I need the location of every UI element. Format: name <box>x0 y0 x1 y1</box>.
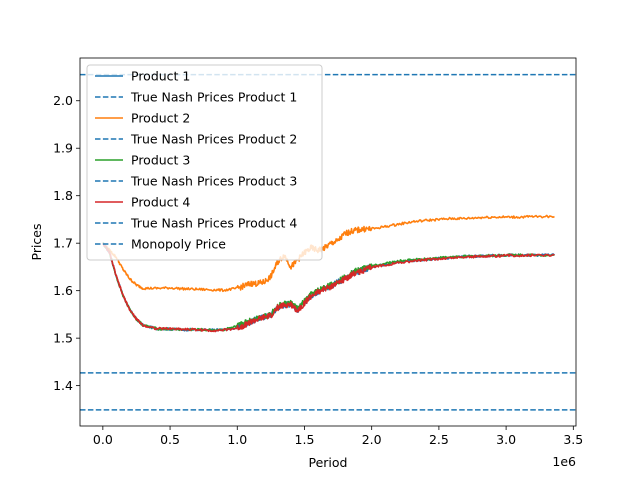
y-tick-label: 1.4 <box>53 378 73 393</box>
legend-entry-label: Product 4 <box>131 195 190 210</box>
legend-entry-label: True Nash Prices Product 4 <box>130 216 297 231</box>
x-axis-ticks: 0.0 0.5 1.0 1.5 2.0 2.5 3.0 3.5 <box>93 426 583 447</box>
legend-entry-label: True Nash Prices Product 2 <box>130 132 297 147</box>
series-lines <box>102 214 555 333</box>
legend-entry-label: Product 1 <box>131 69 190 84</box>
y-tick-label: 1.5 <box>53 331 73 346</box>
legend-entry-label: Monopoly Price <box>131 237 226 252</box>
y-axis-label: Prices <box>29 223 44 260</box>
legend-entry-label: True Nash Prices Product 1 <box>130 90 297 105</box>
y-tick-label: 1.7 <box>53 236 73 251</box>
x-tick-label: 2.5 <box>429 432 449 447</box>
legend-entry-label: Product 3 <box>131 153 190 168</box>
y-tick-label: 2.0 <box>53 93 73 108</box>
x-tick-label: 2.0 <box>362 432 382 447</box>
plot-area-frame <box>79 57 577 427</box>
x-tick-label: 1.5 <box>295 432 315 447</box>
series-line-product-4 <box>102 242 555 333</box>
legend-box <box>86 64 323 261</box>
y-axis-ticks: 1.4 1.5 1.6 1.7 1.8 1.9 2.0 <box>53 93 80 393</box>
y-tick-label: 1.9 <box>53 141 73 156</box>
x-tick-label: 3.5 <box>563 432 583 447</box>
x-tick-label: 3.0 <box>496 432 516 447</box>
x-tick-label: 1.0 <box>227 432 247 447</box>
legend-entry-label: Product 2 <box>131 111 190 126</box>
x-axis-offset-label: 1e6 <box>552 454 576 469</box>
y-tick-label: 1.6 <box>53 283 73 298</box>
x-axis-label: Period <box>309 455 348 470</box>
x-tick-label: 0.0 <box>93 432 113 447</box>
y-tick-label: 1.8 <box>53 188 73 203</box>
legend-entry-label: True Nash Prices Product 3 <box>130 174 297 189</box>
x-tick-label: 0.5 <box>160 432 180 447</box>
legend: Product 1 True Nash Prices Product 1 Produ… <box>86 64 323 261</box>
